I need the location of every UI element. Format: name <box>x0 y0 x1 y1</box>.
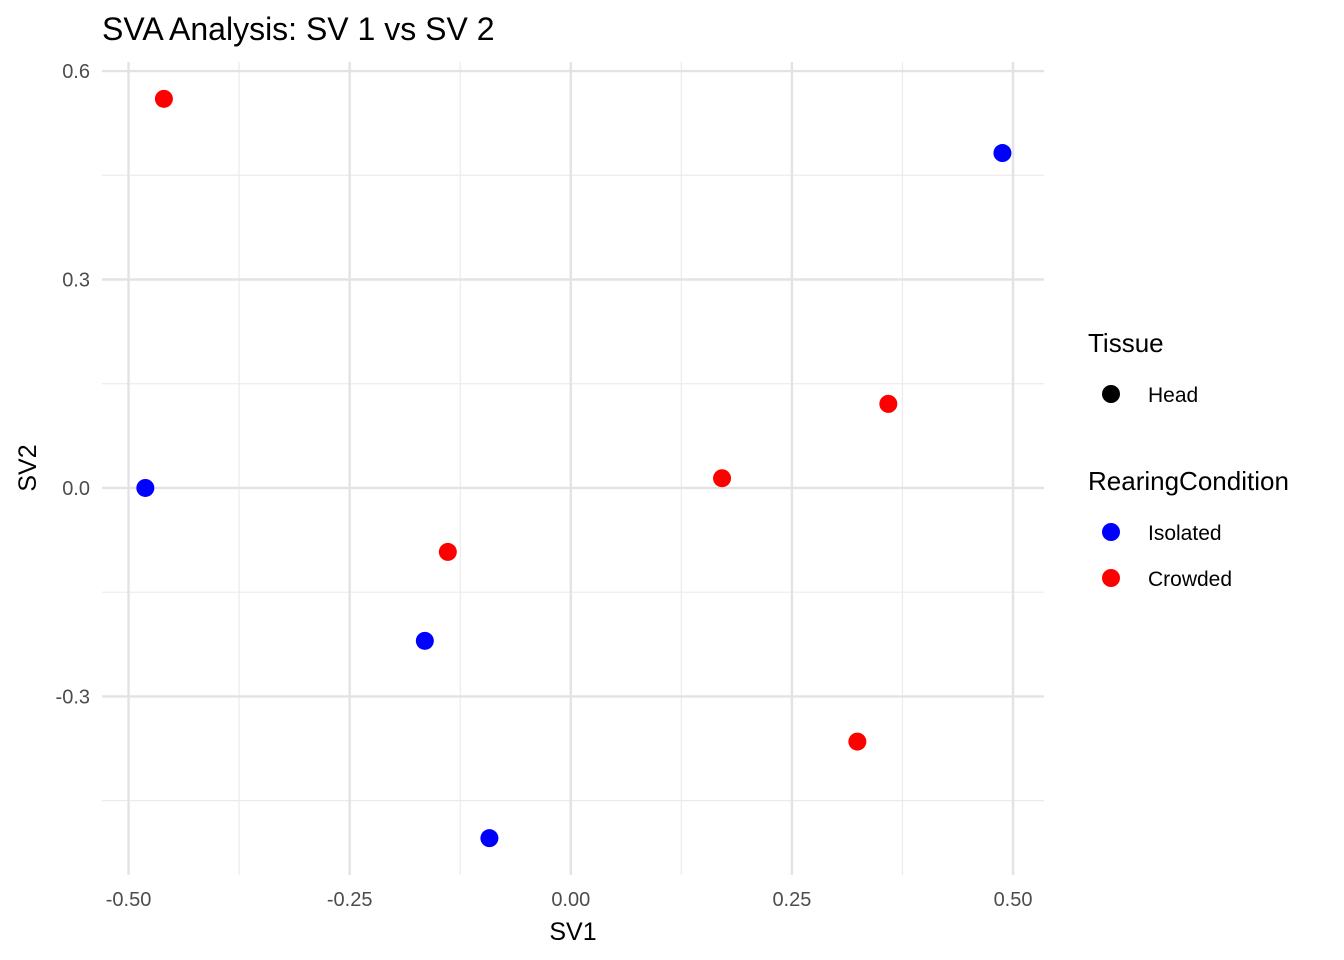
legend-label: Head <box>1148 384 1198 407</box>
legend-label: Isolated <box>1148 522 1222 545</box>
point-crowded <box>879 394 898 413</box>
point-isolated <box>993 144 1012 163</box>
point-isolated <box>480 829 499 848</box>
legend-label: Crowded <box>1148 568 1232 591</box>
tick-labels: -0.50 -0.25 0.00 0.25 0.50 -0.3 0.0 0.3 0.6 <box>56 61 1033 911</box>
x-axis-label: SV1 <box>549 918 596 946</box>
point-crowded <box>154 89 173 108</box>
x-tick-label: -0.25 <box>327 889 373 911</box>
point-isolated <box>136 478 155 497</box>
y-tick-label: 0.3 <box>62 269 90 291</box>
point-isolated <box>415 631 434 650</box>
legend-key-crowded <box>1102 569 1120 587</box>
chart-title: SVA Analysis: SV 1 vs SV 2 <box>102 11 494 47</box>
x-tick-label: 0.50 <box>994 889 1033 911</box>
gridlines <box>102 62 1044 875</box>
point-crowded <box>848 732 867 751</box>
legend-key-head <box>1102 385 1120 403</box>
y-axis-label: SV2 <box>14 444 42 491</box>
data-points <box>136 89 1012 848</box>
point-crowded <box>713 469 732 488</box>
point-crowded <box>438 542 457 561</box>
y-tick-label: 0.6 <box>62 61 90 83</box>
x-tick-label: -0.50 <box>106 889 152 911</box>
y-tick-label: -0.3 <box>56 686 90 708</box>
x-tick-label: 0.25 <box>772 889 811 911</box>
legend-title: RearingCondition <box>1088 466 1289 496</box>
legend: Tissue Head RearingCondition Isolated Crowde… <box>1088 328 1289 591</box>
y-tick-label: 0.0 <box>62 478 90 500</box>
legend-title: Tissue <box>1088 328 1164 358</box>
x-tick-label: 0.00 <box>551 889 590 911</box>
legend-key-isolated <box>1102 523 1120 541</box>
